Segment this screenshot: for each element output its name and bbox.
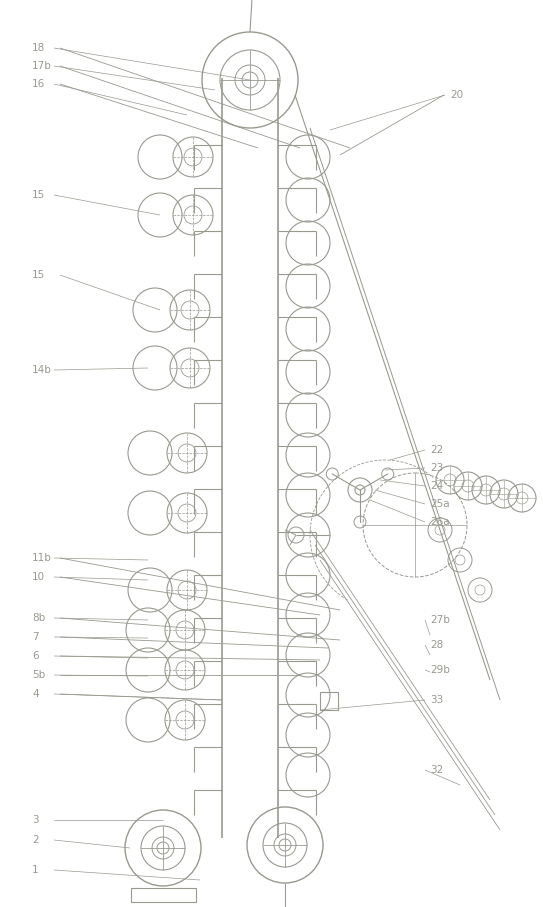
Bar xyxy=(131,888,196,902)
Text: 33: 33 xyxy=(430,695,443,705)
Text: 6: 6 xyxy=(32,651,39,661)
Text: 17b: 17b xyxy=(32,61,52,71)
Text: 3: 3 xyxy=(32,815,39,825)
Text: 24: 24 xyxy=(430,481,443,491)
Text: 23: 23 xyxy=(430,463,443,473)
Text: 14b: 14b xyxy=(32,365,52,375)
Text: 27b: 27b xyxy=(430,615,450,625)
Text: 8b: 8b xyxy=(32,613,45,623)
Text: 4: 4 xyxy=(32,689,39,699)
Text: 26a: 26a xyxy=(430,517,450,527)
Text: 28: 28 xyxy=(430,640,443,650)
Bar xyxy=(320,692,338,710)
Text: 32: 32 xyxy=(430,765,443,775)
Text: 10: 10 xyxy=(32,572,45,582)
Text: 20: 20 xyxy=(450,90,463,100)
Text: 29b: 29b xyxy=(430,665,450,675)
Text: 18: 18 xyxy=(32,43,45,53)
Text: 22: 22 xyxy=(430,445,443,455)
Text: 16: 16 xyxy=(32,79,45,89)
Text: 7: 7 xyxy=(32,632,39,642)
Text: 25a: 25a xyxy=(430,499,450,509)
Text: 15: 15 xyxy=(32,270,45,280)
Text: 1: 1 xyxy=(32,865,39,875)
Text: 15: 15 xyxy=(32,190,45,200)
Text: 5b: 5b xyxy=(32,670,45,680)
Text: 11b: 11b xyxy=(32,553,52,563)
Text: 2: 2 xyxy=(32,835,39,845)
